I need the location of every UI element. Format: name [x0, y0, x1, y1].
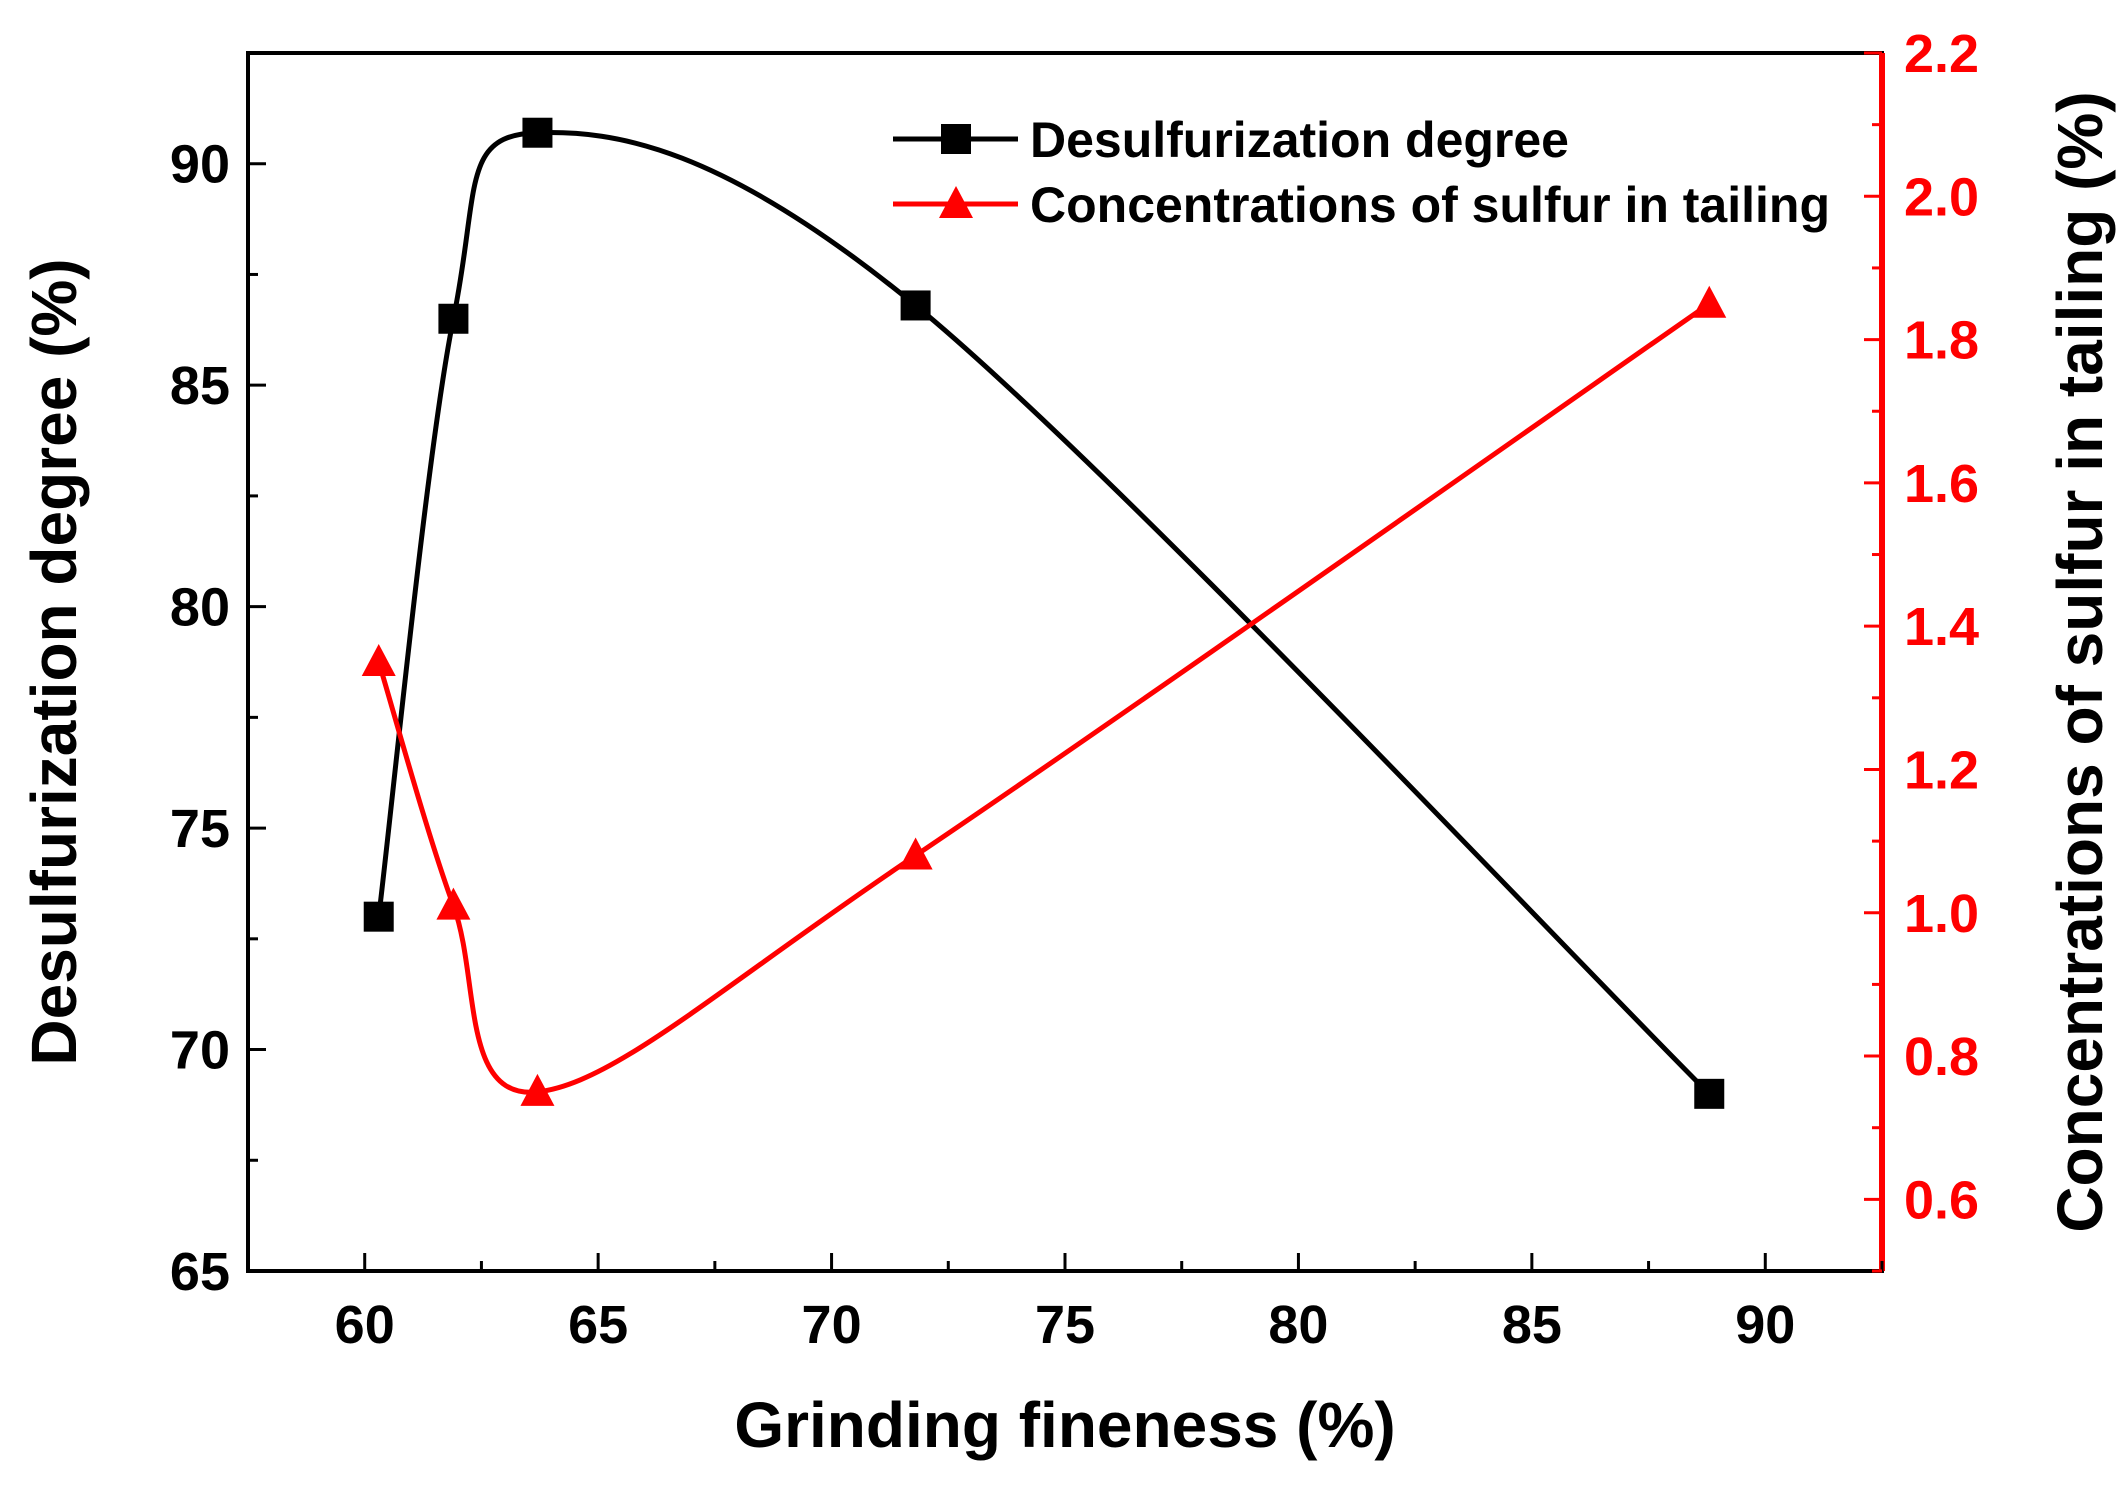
left-axis-title: Desulfurization degree (%) [18, 258, 90, 1065]
right-tick-label: 2.0 [1904, 167, 1979, 227]
legend-label-sulfur: Concentrations of sulfur in tailing [1030, 177, 1830, 233]
desulfurization-point [522, 117, 553, 148]
x-axis-title: Grinding fineness (%) [734, 1389, 1395, 1461]
x-tick-label: 80 [1268, 1295, 1328, 1355]
right-tick-label: 0.8 [1904, 1027, 1979, 1087]
x-tick-label: 70 [802, 1295, 862, 1355]
x-tick-label: 85 [1502, 1295, 1562, 1355]
desulfurization-point [900, 290, 931, 321]
legend: Desulfurization degree Concentrations of… [893, 112, 1830, 233]
sulfur-concentration-point [361, 644, 396, 676]
right-tick-label: 1.6 [1904, 454, 1979, 514]
legend-triangle-marker [939, 186, 973, 218]
sulfur-concentration-point [1692, 285, 1727, 318]
desulfurization-point [1694, 1078, 1725, 1109]
left-tick-label: 90 [170, 135, 230, 195]
sulfur-concentration-curve [376, 301, 1711, 1095]
series-markers [361, 117, 1727, 1109]
right-tick-label: 1.2 [1904, 740, 1979, 800]
x-tick-label: 90 [1735, 1295, 1795, 1355]
left-tick-label: 80 [170, 578, 230, 638]
sulfur-concentration-point [898, 837, 933, 870]
left-tick-label: 85 [170, 356, 230, 416]
right-tick-label: 1.0 [1904, 884, 1979, 944]
x-tick-label: 65 [568, 1295, 628, 1355]
desulfurization-curve [376, 130, 1712, 1096]
desulfurization-point [438, 303, 469, 334]
legend-label-desulfurization: Desulfurization degree [1030, 112, 1569, 168]
right-axis-ticks: 0.6 0.8 1.0 1.2 1.4 1.6 1.8 2.0 2.2 [1864, 24, 1979, 1273]
legend-item-desulfurization: Desulfurization degree [893, 112, 1569, 168]
left-axis-ticks: 65 70 75 80 85 90 [170, 51, 266, 1302]
legend-item-sulfur-concentration: Concentrations of sulfur in tailing [893, 177, 1830, 233]
right-axis-title: Concentrations of sulfur in tailing (%) [2044, 91, 2116, 1232]
right-tick-label: 2.2 [1904, 24, 1979, 84]
desulfurization-point [363, 901, 394, 932]
x-axis-ticks: 60 65 70 75 80 85 90 [246, 1253, 1884, 1355]
legend-square-marker [941, 124, 971, 154]
left-tick-label: 65 [170, 1242, 230, 1302]
left-tick-label: 75 [170, 799, 230, 859]
plot-area-frame [246, 51, 1884, 1273]
right-tick-label: 1.4 [1904, 597, 1979, 657]
series-curves [376, 130, 1712, 1096]
sulfur-concentration-point [520, 1073, 555, 1106]
right-tick-label: 1.8 [1904, 311, 1979, 371]
left-tick-label: 70 [170, 1021, 230, 1081]
x-tick-label: 75 [1035, 1295, 1095, 1355]
sulfur-concentration-point [436, 887, 471, 920]
x-tick-label: 60 [335, 1295, 395, 1355]
right-tick-label: 0.6 [1904, 1170, 1979, 1230]
